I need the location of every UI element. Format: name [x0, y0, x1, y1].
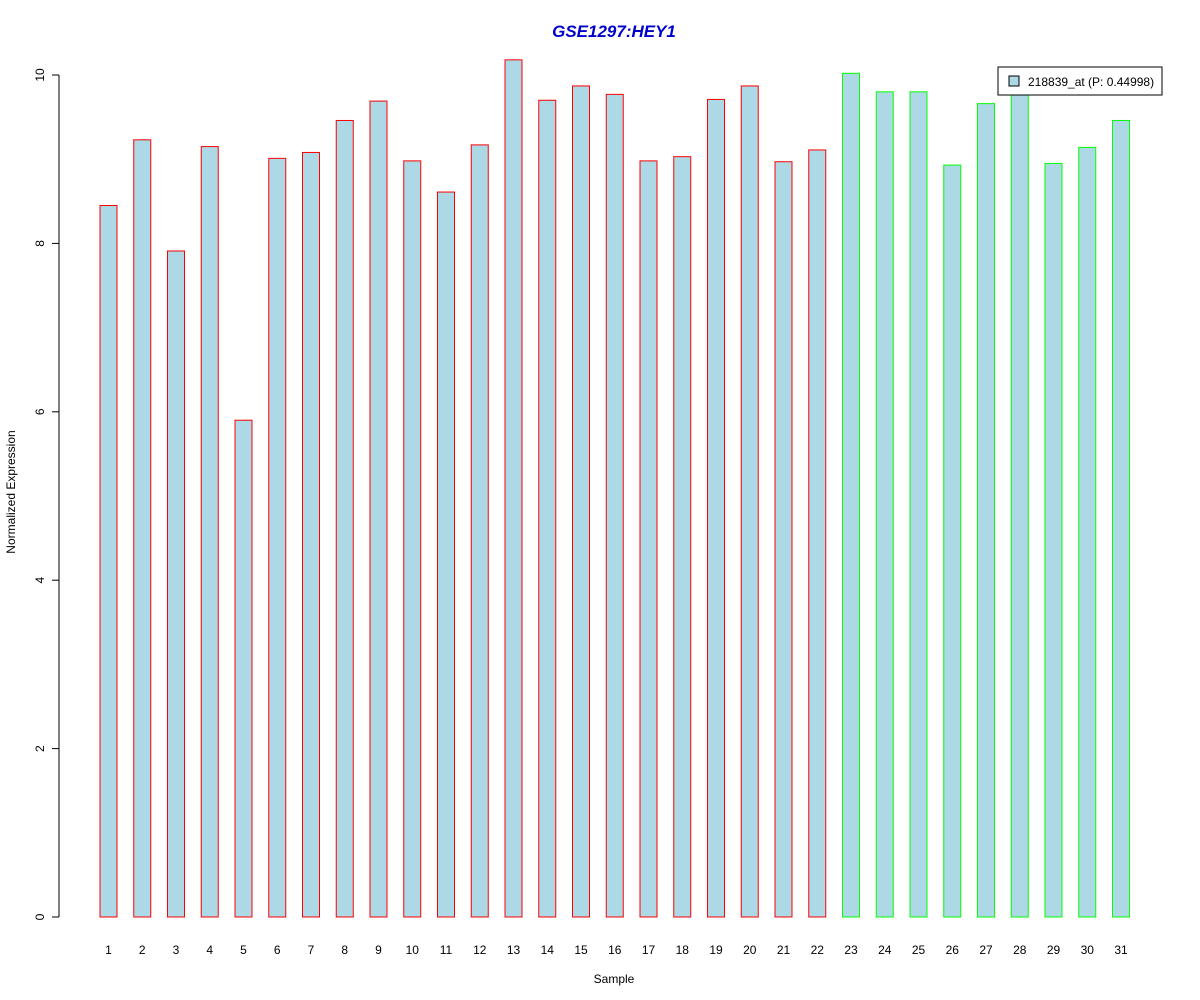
legend-label: 218839_at (P: 0.44998)	[1028, 75, 1154, 89]
bar	[504, 59, 523, 918]
bar	[639, 160, 658, 918]
x-tick-label: 4	[206, 943, 213, 957]
x-tick-label: 21	[777, 943, 791, 957]
x-axis-label: Sample	[594, 972, 635, 986]
x-tick-label: 5	[240, 943, 247, 957]
x-tick-label: 23	[844, 943, 858, 957]
x-tick-label: 3	[173, 943, 180, 957]
bar	[673, 156, 692, 918]
x-tick-labels: 1 2 3 4 5 6 7 8 9 10 11 12 13 14 15 16 17 18 19 20 21 22 23 24 2…	[105, 943, 1128, 957]
x-tick-label: 2	[139, 943, 146, 957]
legend-box	[997, 66, 1163, 96]
x-tick-label: 8	[341, 943, 348, 957]
bar	[1112, 119, 1130, 918]
bar	[133, 139, 152, 918]
y-tick-label: 8	[33, 240, 47, 247]
bar	[909, 91, 928, 918]
x-tick-label: 6	[274, 943, 281, 957]
x-tick-label: 13	[507, 943, 521, 957]
bar	[605, 93, 624, 918]
bar	[707, 98, 725, 918]
y-tick-label: 4	[33, 577, 47, 584]
bar	[1078, 146, 1097, 918]
bar	[403, 160, 422, 918]
bar	[234, 419, 253, 918]
bar	[1010, 91, 1029, 918]
y-tick-label: 2	[33, 745, 47, 752]
x-tick-label: 29	[1047, 943, 1061, 957]
bar	[335, 119, 354, 918]
x-tick-label: 25	[912, 943, 926, 957]
legend-swatch	[1008, 75, 1020, 87]
bar	[977, 103, 995, 918]
y-tick-label: 6	[33, 408, 47, 415]
x-tick-label: 17	[642, 943, 656, 957]
bar	[99, 205, 118, 918]
bar	[572, 85, 590, 918]
bar	[842, 72, 860, 918]
bar	[1044, 162, 1063, 918]
x-tick-label: 20	[743, 943, 757, 957]
x-tick-label: 26	[946, 943, 960, 957]
x-tick-label: 28	[1013, 943, 1027, 957]
bar	[302, 151, 320, 918]
x-tick-label: 7	[308, 943, 315, 957]
bar	[538, 99, 557, 918]
chart-title: GSE1297:HEY1	[552, 22, 676, 41]
y-axis: 0 2 4 6 8 10	[33, 68, 60, 920]
x-tick-label: 27	[979, 943, 993, 957]
x-tick-label: 11	[440, 943, 453, 957]
legend: 218839_at (P: 0.44998)	[997, 66, 1163, 96]
x-tick-label: 19	[709, 943, 723, 957]
x-tick-label: 12	[473, 943, 487, 957]
x-tick-label: 1	[105, 943, 112, 957]
y-axis-label: Normalized Expression	[4, 430, 18, 553]
bar	[875, 91, 894, 918]
bar	[268, 157, 287, 918]
bars	[99, 59, 1130, 918]
x-tick-label: 18	[676, 943, 690, 957]
bar	[369, 100, 388, 918]
y-tick-label: 10	[33, 68, 47, 82]
x-tick-label: 15	[574, 943, 588, 957]
x-tick-label: 14	[541, 943, 555, 957]
bar	[470, 144, 489, 918]
bar	[943, 164, 962, 918]
x-tick-label: 10	[406, 943, 420, 957]
bar	[774, 161, 793, 918]
x-tick-label: 9	[375, 943, 382, 957]
x-tick-label: 24	[878, 943, 892, 957]
x-tick-label: 30	[1081, 943, 1095, 957]
bar	[808, 149, 827, 918]
bar	[200, 146, 219, 918]
x-tick-label: 31	[1114, 943, 1128, 957]
bar	[167, 250, 185, 918]
y-tick-label: 0	[33, 913, 47, 920]
bar	[437, 191, 455, 918]
x-tick-label: 16	[608, 943, 622, 957]
bar	[740, 85, 759, 918]
x-tick-label: 22	[811, 943, 825, 957]
